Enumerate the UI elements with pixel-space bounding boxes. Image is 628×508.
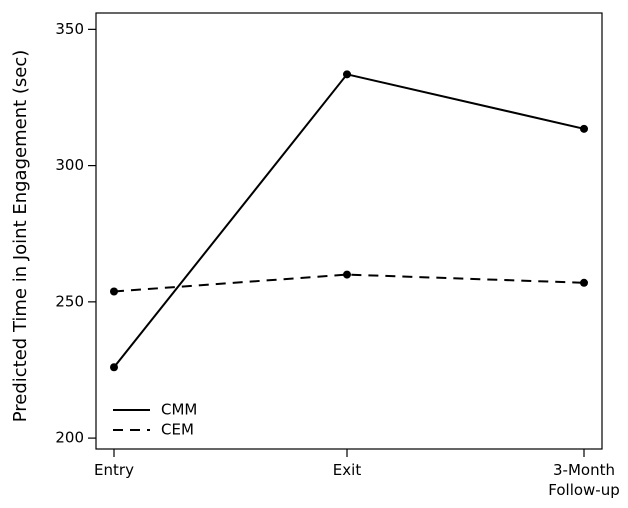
data-point-cem (580, 278, 588, 287)
data-point-cmm (343, 70, 351, 79)
legend-label-cmm: CMM (161, 401, 197, 419)
y-axis: 200 250 300 350 (55, 20, 96, 447)
y-tick-label: 300 (55, 156, 84, 174)
plot-area-frame (95, 12, 603, 450)
x-tick-label: 3-Month Follow-up (548, 461, 620, 499)
y-tick-label: 250 (55, 292, 84, 310)
legend-label-cem: CEM (161, 421, 194, 439)
series-line-cmm (113, 73, 585, 368)
series-line-cem (113, 273, 585, 293)
x-axis: Entry Exit 3-Month Follow-up (94, 449, 620, 499)
series-layer (110, 70, 588, 372)
data-point-cem (110, 287, 118, 296)
data-point-cmm (580, 124, 588, 133)
x-tick-label: Exit (333, 461, 362, 479)
y-tick-label: 200 (55, 429, 84, 447)
data-point-cem (343, 270, 351, 279)
y-axis-label: Predicted Time in Joint Engagement (sec) (10, 50, 31, 423)
y-tick-label: 350 (55, 20, 84, 38)
data-point-cmm (110, 363, 118, 372)
x-tick-label: Entry (94, 461, 134, 479)
legend: CMM CEM (113, 401, 197, 439)
